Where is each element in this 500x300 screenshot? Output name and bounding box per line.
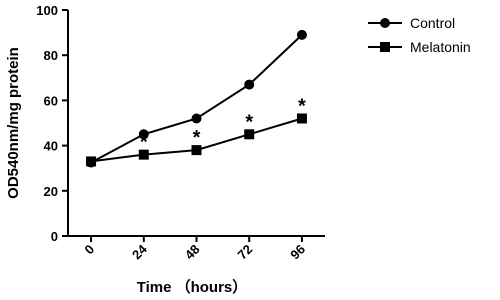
significance-mark: * <box>298 95 306 117</box>
legend-label: Melatonin <box>410 39 471 55</box>
legend-marker <box>380 42 390 52</box>
significance-mark: * <box>245 111 253 133</box>
data-point <box>296 29 307 40</box>
x-tick-label: 72 <box>235 242 256 263</box>
y-tick-label: 80 <box>44 48 58 63</box>
y-tick-label: 100 <box>36 3 58 18</box>
legend-marker <box>380 18 390 28</box>
data-point <box>296 113 307 124</box>
x-tick-label: 96 <box>287 242 308 263</box>
x-tick-label: 0 <box>81 242 97 258</box>
legend-label: Control <box>410 15 455 31</box>
y-tick-label: 0 <box>51 229 58 244</box>
significance-mark: * <box>193 127 201 149</box>
x-tick-label: 48 <box>182 242 203 263</box>
data-point <box>138 149 149 160</box>
x-tick-label: 24 <box>129 241 150 262</box>
y-tick-label: 40 <box>44 139 58 154</box>
y-tick-label: 60 <box>44 93 58 108</box>
data-point <box>191 145 202 156</box>
significance-mark: * <box>140 132 148 154</box>
data-point <box>244 129 255 140</box>
data-point <box>244 79 255 90</box>
data-point <box>138 129 149 140</box>
data-point <box>86 156 97 167</box>
y-axis-title: OD540nm/mg protein <box>5 47 22 199</box>
x-axis-title: Time （hours） <box>137 278 248 296</box>
y-tick-label: 20 <box>44 184 58 199</box>
data-point <box>191 113 202 124</box>
